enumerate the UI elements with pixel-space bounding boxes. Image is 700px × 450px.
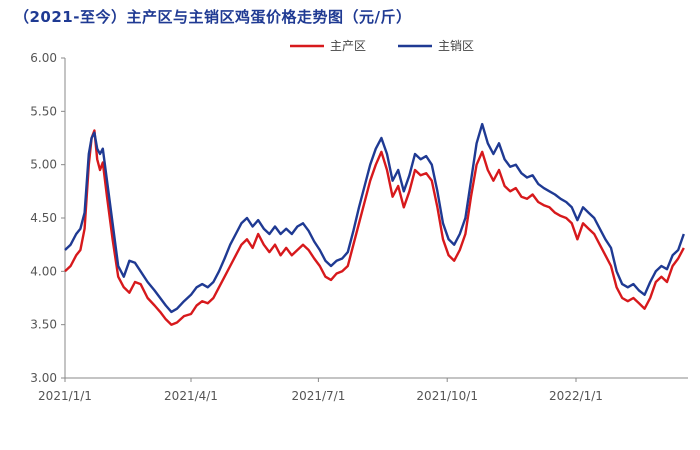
y-axis-ticks: 3.00 3.50 4.00 4.50 5.00 5.50 6.00 bbox=[30, 51, 65, 385]
y-tick-label: 4.00 bbox=[30, 264, 57, 278]
legend-label-1: 主产区 bbox=[330, 39, 366, 53]
y-tick-label: 5.00 bbox=[30, 158, 57, 172]
x-axis-ticks: 2021/1/1 2021/4/1 2021/7/1 2021/10/1 2022/1/… bbox=[38, 378, 603, 403]
y-tick-label: 3.50 bbox=[30, 318, 57, 332]
y-tick-label: 4.50 bbox=[30, 211, 57, 225]
x-tick-label: 2021/7/1 bbox=[291, 389, 345, 403]
y-tick-label: 5.50 bbox=[30, 104, 57, 118]
legend-label-2: 主销区 bbox=[438, 39, 474, 53]
chart-series bbox=[64, 122, 685, 326]
x-tick-label: 2021/4/1 bbox=[164, 389, 218, 403]
y-tick-label: 3.00 bbox=[30, 371, 57, 385]
series-line-1 bbox=[64, 129, 685, 326]
chart-title: （2021-至今）主产区与主销区鸡蛋价格走势图（元/斤） bbox=[14, 8, 412, 26]
y-tick-label: 6.00 bbox=[30, 51, 57, 65]
chart-legend: 主产区 主销区 bbox=[290, 39, 474, 53]
series-line-2 bbox=[64, 122, 685, 314]
x-tick-label: 2021/1/1 bbox=[38, 389, 92, 403]
x-tick-label: 2022/1/1 bbox=[549, 389, 603, 403]
x-tick-label: 2021/10/1 bbox=[416, 389, 478, 403]
